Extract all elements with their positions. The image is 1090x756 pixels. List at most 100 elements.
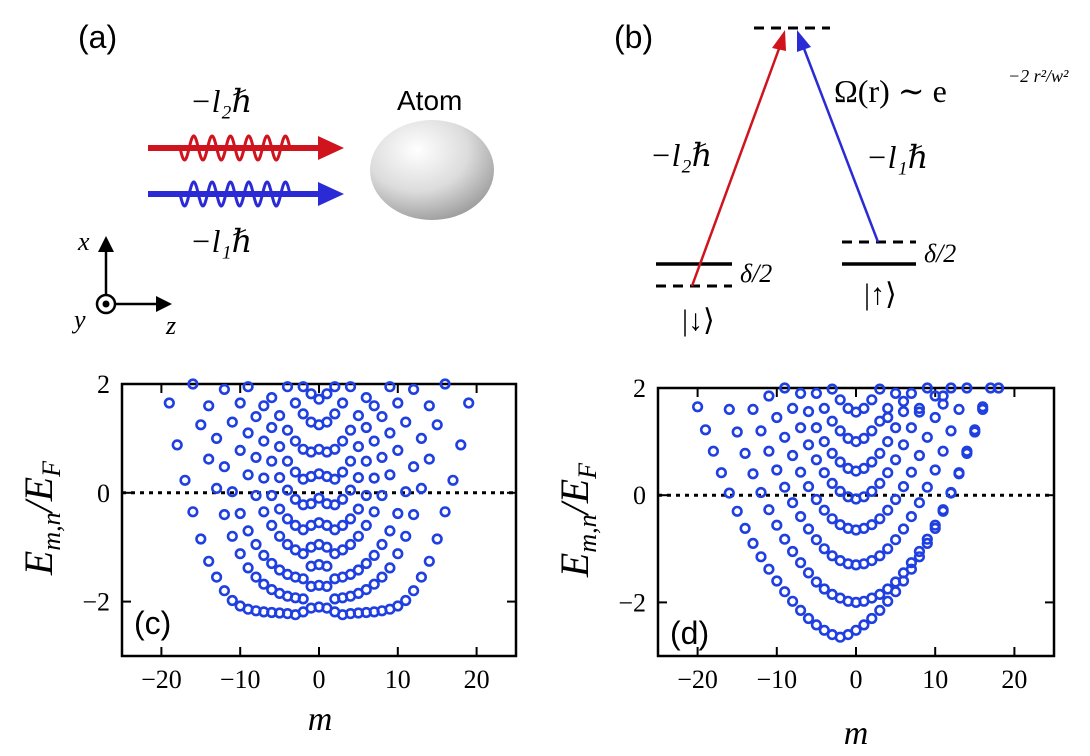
x-tick-label: −20 [141, 665, 182, 694]
data-point [368, 400, 380, 412]
data-point [723, 487, 735, 499]
data-point [834, 394, 846, 406]
data-point [234, 548, 246, 560]
data-point [392, 507, 404, 520]
data-point [360, 583, 372, 596]
data-point [747, 468, 759, 480]
data-point [352, 441, 365, 453]
data-point [937, 398, 949, 410]
data-point [755, 486, 767, 499]
data-point [889, 576, 902, 588]
right-arrow-label: −l₁ℏ [866, 139, 928, 175]
data-point [913, 449, 926, 462]
data-point [281, 424, 294, 436]
data-point [305, 388, 317, 400]
right-transition-arrow [797, 30, 880, 243]
data-point [187, 506, 199, 518]
data-point [905, 387, 918, 400]
data-point [171, 439, 183, 451]
data-point [913, 402, 926, 415]
data-point [289, 493, 302, 505]
data-point [921, 431, 933, 443]
data-point [258, 400, 270, 412]
left-arrow-line [690, 45, 782, 287]
data-point [858, 491, 870, 503]
data-point [834, 456, 846, 468]
data-point [376, 538, 388, 551]
panel-b: (b) −l₂ℏ −l₁ℏ Ω(r) ∼ e −2 r²/w² δ/2 δ/2 … [614, 19, 1069, 337]
data-point [874, 477, 886, 490]
data-point [707, 445, 720, 457]
data-point [274, 530, 286, 542]
x-tick-label: −10 [756, 665, 797, 694]
data-point [297, 524, 309, 536]
data-point [266, 557, 278, 570]
x-tick-label: 0 [850, 665, 863, 694]
x-tick-label: 20 [464, 665, 490, 694]
data-point [905, 510, 918, 523]
data-point [834, 425, 846, 437]
data-point [384, 381, 396, 393]
data-point [415, 432, 428, 445]
y-tick-label: −2 [82, 588, 110, 617]
data-point [945, 486, 957, 499]
data-point [882, 543, 894, 555]
data-point [234, 507, 246, 520]
data-point [929, 411, 941, 424]
data-point [874, 588, 886, 601]
data-point [250, 411, 262, 423]
data-point [874, 550, 886, 562]
data-point [937, 445, 949, 457]
data-point [400, 416, 412, 428]
data-point [905, 422, 918, 434]
data-point [352, 564, 365, 576]
data-point [408, 585, 420, 597]
data-point [376, 411, 388, 423]
data-point [882, 411, 894, 424]
beam-bottom-blue [148, 180, 344, 208]
data-point [826, 383, 838, 395]
data-point [297, 408, 309, 420]
data-point [329, 499, 341, 511]
panel-c-ylabel: Em,n/EF [16, 460, 66, 576]
data-point [266, 489, 278, 502]
right-detuning-label: δ/2 [924, 239, 956, 268]
data-point [779, 382, 791, 394]
data-point [889, 534, 902, 546]
data-point [360, 557, 372, 570]
data-point [802, 406, 815, 418]
data-point [977, 403, 989, 416]
left-detuning-label: δ/2 [740, 259, 772, 288]
data-point [321, 541, 333, 553]
panel-a-label: (a) [78, 19, 117, 55]
data-point [897, 395, 910, 408]
data-point [281, 381, 294, 393]
data-point [226, 416, 238, 428]
data-point [826, 513, 838, 525]
data-point [266, 519, 278, 532]
data-point [961, 447, 973, 460]
rabi-exponent: −2 r²/w² [1008, 66, 1069, 86]
data-point [329, 524, 341, 536]
data-point [889, 493, 902, 506]
data-point [203, 453, 215, 465]
data-point [368, 506, 380, 518]
data-point [234, 444, 246, 457]
data-point [826, 447, 838, 460]
data-point [321, 416, 333, 428]
data-point [368, 435, 380, 447]
data-point [905, 466, 918, 478]
panel-a: (a) −l₂ℏ −l₁ℏ Atom x y z [71, 19, 494, 340]
data-point [408, 508, 420, 521]
rabi-label: Ω(r) ∼ e [834, 73, 947, 109]
data-point [463, 397, 475, 409]
data-point [874, 383, 886, 395]
data-point [731, 426, 743, 438]
data-point [392, 444, 404, 457]
data-point [289, 466, 302, 478]
data-point [913, 545, 926, 558]
data-point [297, 548, 309, 560]
data-point [258, 578, 270, 590]
data-point [905, 557, 918, 569]
data-point [423, 555, 435, 567]
